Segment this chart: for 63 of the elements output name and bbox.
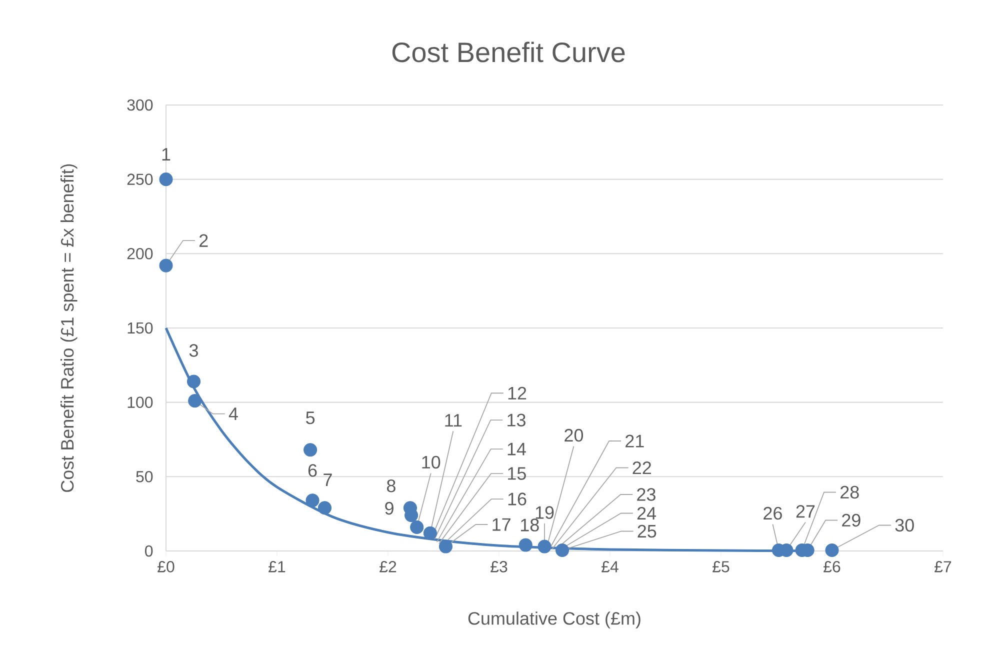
x-tick-label: £2 bbox=[380, 561, 396, 572]
annotation: 26 bbox=[764, 506, 782, 520]
annotation: 20 bbox=[564, 428, 584, 442]
point bbox=[410, 520, 424, 534]
annotation: 17 bbox=[492, 518, 510, 531]
annotation: 10 bbox=[422, 456, 440, 469]
annotation: 21 bbox=[626, 434, 644, 448]
y-tick-label: 300 bbox=[127, 99, 153, 111]
annotation: 23 bbox=[637, 488, 656, 501]
point bbox=[186, 374, 201, 388]
annotation: 29 bbox=[842, 514, 860, 527]
point bbox=[159, 172, 173, 186]
point bbox=[518, 538, 532, 552]
annotation: 22 bbox=[632, 461, 652, 474]
x-axis-title: Cumulative Cost (£m) bbox=[468, 612, 640, 628]
x-tick-label: £5 bbox=[712, 561, 730, 572]
x-tick-label: £6 bbox=[824, 561, 840, 572]
y-tick-label: 200 bbox=[127, 248, 153, 260]
chart-title: Cost Benefit Curve bbox=[392, 42, 625, 62]
y-tick-label: 250 bbox=[127, 174, 153, 185]
annotation: 16 bbox=[508, 492, 526, 506]
x-tick-label: £1 bbox=[268, 561, 286, 572]
y-axis-title: Cost Benefit Ratio (£1 spent = £x benefit) bbox=[60, 164, 78, 492]
annotation: 19 bbox=[536, 506, 554, 519]
annotation: 11 bbox=[445, 414, 462, 427]
annotation: 27 bbox=[796, 505, 815, 518]
y-tick-label: 100 bbox=[128, 396, 153, 408]
x-tick-label: £3 bbox=[490, 561, 508, 572]
annotation: 14 bbox=[508, 442, 526, 456]
annotation: 18 bbox=[521, 518, 539, 532]
point bbox=[159, 258, 173, 272]
x-tick-label: £7 bbox=[934, 561, 952, 572]
annotation: 2 bbox=[200, 234, 208, 247]
annotation: 12 bbox=[508, 386, 526, 400]
annotation: 5 bbox=[306, 412, 315, 424]
point bbox=[404, 508, 418, 522]
annotation: 1 bbox=[162, 148, 170, 161]
annotation: 24 bbox=[637, 506, 656, 520]
annotation: 28 bbox=[840, 486, 859, 499]
point bbox=[555, 543, 570, 558]
point bbox=[825, 543, 839, 558]
annotation: 6 bbox=[308, 464, 317, 477]
y-tick-label: 150 bbox=[128, 322, 153, 334]
point bbox=[304, 443, 318, 457]
annotation: 7 bbox=[324, 474, 332, 486]
annotation: 13 bbox=[508, 414, 526, 426]
y-tick-label: 0 bbox=[145, 545, 153, 557]
point bbox=[438, 540, 452, 554]
annotation: 4 bbox=[228, 408, 238, 420]
annotation: 3 bbox=[189, 344, 198, 357]
annotation: 15 bbox=[508, 467, 526, 480]
point bbox=[318, 501, 332, 515]
point bbox=[538, 540, 552, 554]
x-tick-label: £4 bbox=[602, 561, 618, 572]
y-tick-label: 50 bbox=[136, 470, 153, 482]
point bbox=[188, 394, 202, 408]
point bbox=[423, 526, 437, 540]
point bbox=[306, 494, 320, 508]
annotation: 30 bbox=[895, 518, 914, 532]
annotation: 9 bbox=[385, 502, 394, 515]
x-tick-label: £0 bbox=[158, 561, 174, 572]
annotation: 25 bbox=[638, 524, 656, 538]
annotation: 8 bbox=[386, 480, 396, 492]
